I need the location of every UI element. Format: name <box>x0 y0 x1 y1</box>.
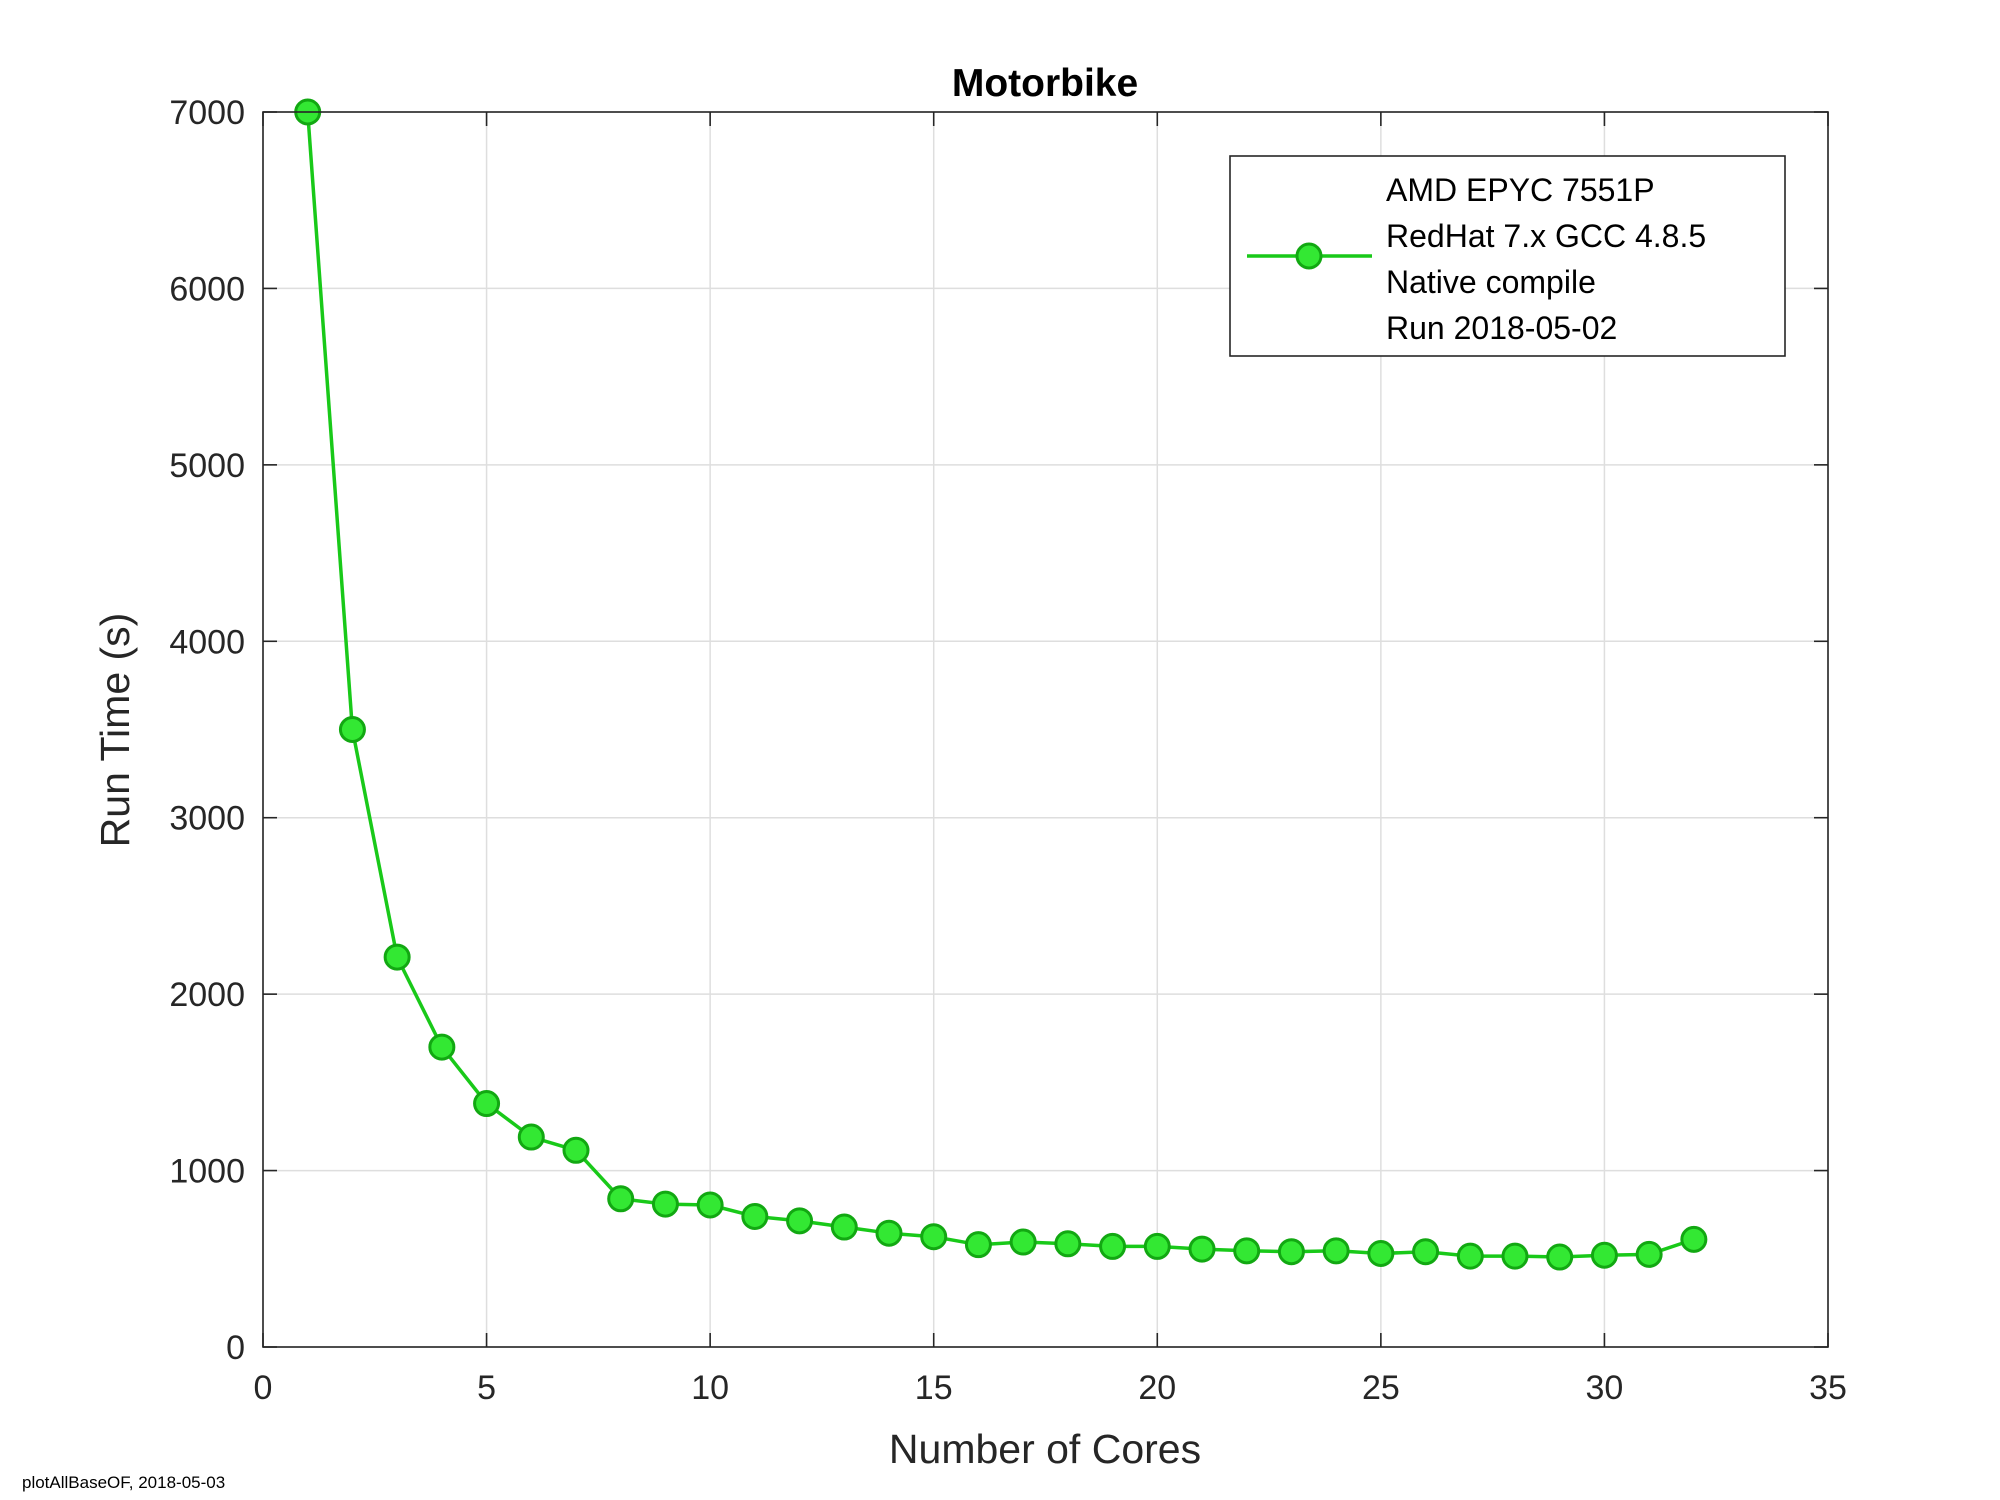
data-point <box>1009 1228 1037 1256</box>
data-point <box>383 943 411 971</box>
data-point <box>1233 1237 1261 1265</box>
x-tick-label: 30 <box>1586 1369 1624 1407</box>
x-axis-title: Number of Cores <box>889 1426 1201 1472</box>
legend-entry-line-3: Native compile <box>1386 264 1596 300</box>
legend-entry-line-1: AMD EPYC 7551P <box>1386 172 1655 208</box>
data-point <box>1501 1242 1529 1270</box>
chart-title: Motorbike <box>952 62 1138 105</box>
y-tick-label: 3000 <box>169 800 245 838</box>
data-point <box>830 1213 858 1241</box>
data-point <box>920 1223 948 1251</box>
x-tick-label: 10 <box>691 1369 729 1407</box>
data-point <box>473 1090 501 1118</box>
legend-entry-line-2: RedHat 7.x GCC 4.8.5 <box>1386 218 1706 254</box>
data-point <box>741 1202 769 1230</box>
y-tick-label: 6000 <box>169 270 245 308</box>
x-tick-label: 5 <box>477 1369 496 1407</box>
y-tick-label: 2000 <box>169 976 245 1014</box>
data-point <box>1367 1239 1395 1267</box>
x-tick-label: 15 <box>915 1369 953 1407</box>
y-tick-label: 5000 <box>169 447 245 485</box>
data-point <box>517 1123 545 1151</box>
data-point <box>1590 1241 1618 1269</box>
plot-frame <box>262 111 1829 1348</box>
data-point <box>1546 1243 1574 1271</box>
data-point <box>428 1033 456 1061</box>
y-tick-label: 7000 <box>169 94 245 132</box>
data-point <box>1143 1232 1171 1260</box>
legend-marker-sample <box>1295 242 1323 270</box>
data-point <box>651 1190 679 1218</box>
data-point <box>1680 1225 1708 1253</box>
y-tick-labels: 0 1000 2000 3000 4000 5000 6000 7000 <box>169 94 245 1367</box>
data-point <box>875 1219 903 1247</box>
data-point <box>1277 1238 1305 1266</box>
data-point <box>964 1231 992 1259</box>
x-tick-label: 35 <box>1809 1369 1847 1407</box>
x-tick-label: 25 <box>1362 1369 1400 1407</box>
legend[interactable]: AMD EPYC 7551P RedHat 7.x GCC 4.8.5 Nati… <box>1229 155 1786 357</box>
series-layer <box>294 98 1708 1271</box>
data-point <box>1412 1238 1440 1266</box>
y-tick-label: 1000 <box>169 1153 245 1191</box>
legend-entry-line-4: Run 2018-05-02 <box>1386 310 1617 346</box>
data-point <box>1635 1240 1663 1268</box>
x-tick-label: 20 <box>1138 1369 1176 1407</box>
data-point <box>1054 1230 1082 1258</box>
data-point <box>1188 1235 1216 1263</box>
data-point <box>1322 1237 1350 1265</box>
data-point <box>1099 1232 1127 1260</box>
data-point <box>338 716 366 743</box>
data-point <box>786 1207 814 1235</box>
axis-ticks <box>262 111 1829 1348</box>
x-tick-labels: 0 5 10 15 20 25 30 35 <box>254 1369 1847 1407</box>
x-tick-label: 0 <box>254 1369 273 1407</box>
data-point <box>607 1185 635 1213</box>
data-point <box>696 1191 724 1219</box>
y-tick-label: 0 <box>226 1329 245 1367</box>
footer-label: plotAllBaseOF, 2018-05-03 <box>22 1473 225 1492</box>
y-axis-title: Run Time (s) <box>92 613 138 848</box>
data-point <box>562 1136 590 1164</box>
y-tick-label: 4000 <box>169 623 245 661</box>
data-point <box>1456 1242 1484 1270</box>
